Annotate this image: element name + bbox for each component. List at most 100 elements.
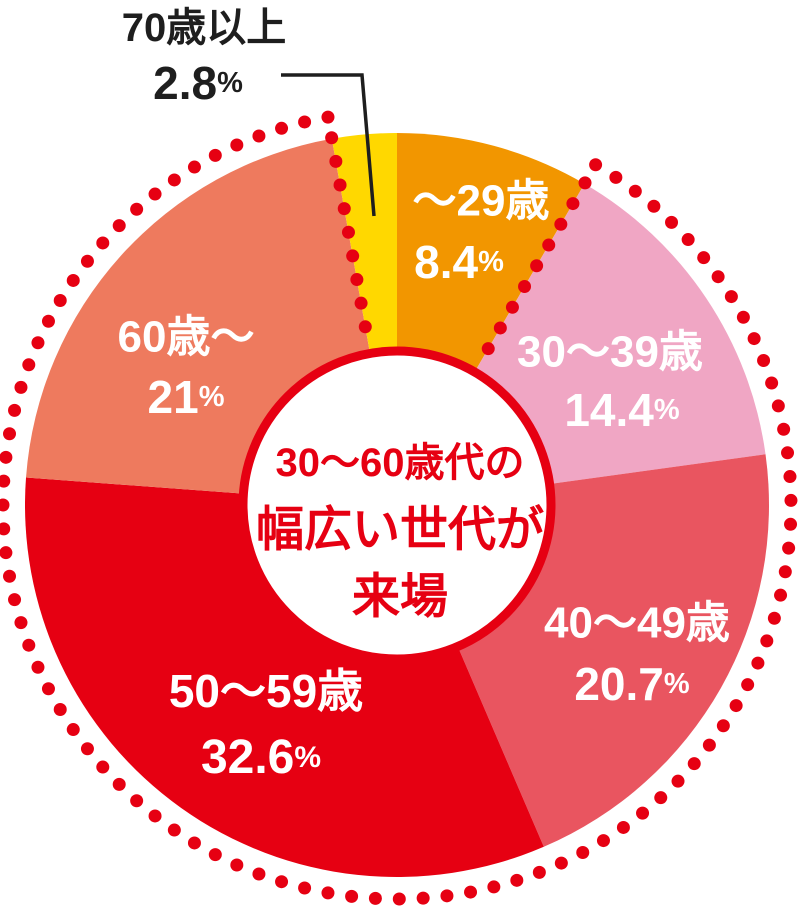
highlight-dot	[350, 273, 364, 287]
highlight-dot	[702, 738, 716, 752]
highlight-dot	[518, 279, 532, 293]
highlight-dot	[208, 848, 222, 862]
highlight-dot	[187, 160, 201, 174]
slice-label-3: 50〜59歳	[169, 665, 363, 717]
highlight-dot	[8, 593, 22, 607]
highlight-dot	[554, 856, 568, 870]
highlight-dot	[747, 332, 761, 346]
highlight-dot	[464, 885, 478, 899]
highlight-dot	[230, 138, 244, 152]
slice-pct-1: 14.4%	[564, 384, 680, 436]
highlight-dot	[22, 358, 36, 372]
highlight-dot	[96, 760, 110, 774]
highlight-dot	[751, 656, 765, 670]
highlight-dot	[647, 199, 661, 213]
highlight-dot	[440, 889, 454, 903]
highlight-dot	[687, 757, 701, 771]
highlight-dot	[41, 314, 55, 328]
highlight-dot	[532, 865, 546, 879]
center-circle	[238, 346, 556, 664]
highlight-dot	[741, 678, 755, 692]
highlight-dot	[636, 806, 650, 820]
highlight-dot	[416, 891, 430, 905]
highlight-dot	[784, 493, 798, 507]
highlight-dot	[333, 178, 347, 192]
highlight-dot	[481, 342, 495, 356]
highlight-dot	[505, 300, 519, 314]
highlight-dot	[130, 794, 144, 808]
highlight-dot	[8, 403, 22, 417]
highlight-dot	[112, 219, 126, 233]
highlight-dot	[765, 376, 779, 390]
highlight-dot	[578, 176, 592, 190]
highlight-dot	[781, 446, 795, 460]
highlight-dot	[767, 611, 781, 625]
highlight-dot	[22, 638, 36, 652]
highlight-dot	[681, 233, 695, 247]
highlight-dot	[41, 682, 55, 696]
center-text-line-2: 来場	[352, 571, 448, 624]
highlight-dot	[757, 354, 771, 368]
highlight-dot	[0, 498, 10, 512]
highlight-dot	[783, 470, 797, 484]
highlight-dot	[341, 225, 355, 239]
highlight-dot	[487, 880, 501, 894]
highlight-dotted-outline	[0, 110, 798, 906]
highlight-dot	[345, 889, 359, 903]
highlight-dot	[3, 569, 17, 583]
highlight-dot	[782, 541, 796, 555]
highlight-dot	[392, 892, 406, 906]
highlight-dot	[697, 251, 711, 265]
highlight-dot	[148, 187, 162, 201]
slice-label-5: 70歳以上	[122, 6, 287, 50]
highlight-dot	[368, 891, 382, 905]
highlight-dot	[167, 173, 181, 187]
highlight-dot	[167, 823, 181, 837]
highlight-dot	[493, 321, 507, 335]
slice-label-0: 〜29歳	[413, 177, 550, 226]
highlight-dot	[31, 660, 45, 674]
center-text-line-1: 幅広い世代が	[256, 504, 544, 557]
highlight-dot	[329, 154, 343, 168]
highlight-dot	[777, 422, 791, 436]
slice-label-4: 60歳〜	[118, 313, 255, 362]
highlight-dot	[0, 522, 11, 536]
highlight-dot	[654, 791, 668, 805]
slice-label-1: 30〜39歳	[517, 328, 703, 377]
highlight-dot	[724, 290, 738, 304]
highlight-dot	[230, 858, 244, 872]
highlight-dot	[628, 184, 642, 198]
highlight-dot	[298, 881, 312, 895]
highlight-dot	[358, 320, 372, 334]
highlight-dot	[616, 820, 630, 834]
highlight-dot	[66, 723, 80, 737]
highlight-dot	[609, 170, 623, 184]
highlight-dot	[716, 719, 730, 733]
highlight-dot	[0, 474, 11, 488]
highlight-dot	[66, 273, 80, 287]
highlight-dot	[53, 703, 67, 717]
highlight-dot	[208, 148, 222, 162]
highlight-dot	[542, 238, 556, 252]
highlight-dot	[187, 836, 201, 850]
highlight-dot	[80, 254, 94, 268]
highlight-dot	[337, 202, 351, 216]
highlight-dot	[671, 774, 685, 788]
highlight-dot	[354, 296, 368, 310]
highlight-dot	[729, 699, 743, 713]
highlight-dot	[53, 293, 67, 307]
highlight-dot	[3, 427, 17, 441]
highlight-dot	[14, 616, 28, 630]
slice-label-2: 40〜49歳	[544, 599, 730, 648]
highlight-dot	[774, 588, 788, 602]
highlight-dot	[554, 217, 568, 231]
highlight-dot	[148, 809, 162, 823]
slice-pct-4: 21%	[148, 371, 225, 423]
highlight-dot	[760, 634, 774, 648]
leader-line	[281, 73, 376, 217]
highlight-dot	[771, 399, 785, 413]
slice-pct-2: 20.7%	[574, 658, 690, 710]
slice-pct-3: 32.6%	[201, 731, 321, 784]
highlight-dot	[736, 310, 750, 324]
